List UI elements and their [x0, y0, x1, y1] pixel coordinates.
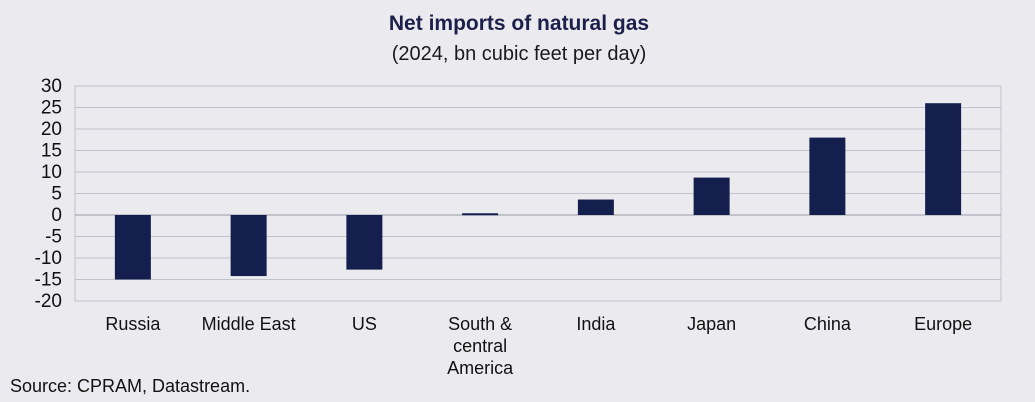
x-tick-label: Middle East	[202, 314, 296, 334]
chart-subtitle: (2024, bn cubic feet per day)	[392, 43, 647, 65]
bar-middle-east	[230, 215, 267, 277]
x-tick-label: India	[576, 314, 616, 334]
x-tick-label: South &	[448, 314, 512, 334]
x-tick-label: central	[453, 336, 507, 356]
y-tick-label: 30	[41, 76, 62, 97]
x-tick-label: China	[804, 314, 852, 334]
bar-europe	[925, 103, 962, 215]
y-tick-label: -10	[35, 248, 62, 269]
bar-us	[346, 215, 383, 270]
y-tick-label: -20	[35, 291, 62, 312]
y-tick-label: 0	[51, 205, 62, 226]
bar-japan	[693, 177, 730, 215]
y-tick-label: -15	[35, 270, 62, 291]
y-tick-label: 20	[41, 119, 62, 140]
bar-russia	[114, 215, 151, 280]
y-tick-label: 25	[41, 98, 62, 119]
y-tick-label: -5	[45, 227, 62, 248]
bar-china	[809, 137, 846, 215]
source-note: Source: CPRAM, Datastream.	[10, 376, 250, 396]
x-tick-label: America	[447, 358, 514, 378]
chart-title: Net imports of natural gas	[389, 12, 649, 35]
y-tick-label: 10	[41, 162, 62, 183]
x-tick-label: Japan	[687, 314, 736, 334]
x-tick-label: US	[352, 314, 377, 334]
bar-south-central-america	[462, 213, 499, 216]
x-tick-label: Europe	[914, 314, 972, 334]
y-tick-label: 5	[51, 184, 62, 205]
bar-india	[577, 199, 614, 215]
y-tick-label: 15	[41, 141, 62, 162]
x-tick-label: Russia	[105, 314, 161, 334]
